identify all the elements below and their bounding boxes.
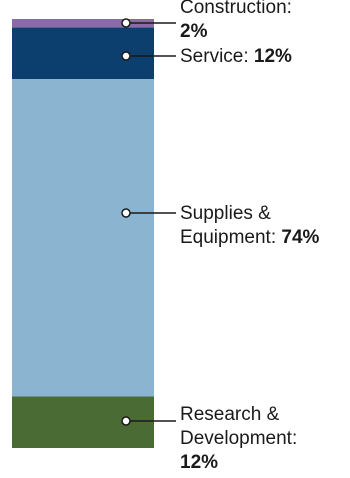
segment-label-text-research-and-development: Development: (180, 428, 297, 449)
leader-dot-construction (121, 18, 131, 28)
segment-value-label-research-and-development: 12% (180, 452, 218, 473)
segment-value-label-supplies-and-equipment: Equipment: 74% (180, 227, 320, 248)
leader-dot-supplies-and-equipment (121, 208, 131, 218)
segment-label-text-research-and-development: Research & (180, 404, 280, 425)
bar-segment-service (12, 27, 154, 80)
segment-value-label-construction: 2% (180, 21, 208, 42)
segment-labels: Construction: 2% Service: 12% Supplies & Equ… (180, 0, 320, 473)
leader-dot-research-and-development (121, 416, 131, 426)
segment-label-text-construction: Construction: (180, 0, 292, 18)
bar-segment-research-and-development (12, 396, 154, 448)
leader-lines (121, 18, 176, 426)
leader-dot-service (121, 51, 131, 61)
segment-label-text-supplies-and-equipment: Supplies & (180, 203, 271, 224)
segment-value-label-service: Service: 12% (180, 46, 292, 67)
bar-segment-supplies-and-equipment (12, 79, 154, 397)
bar-segments (12, 19, 154, 448)
bar-segment-construction (12, 19, 154, 28)
